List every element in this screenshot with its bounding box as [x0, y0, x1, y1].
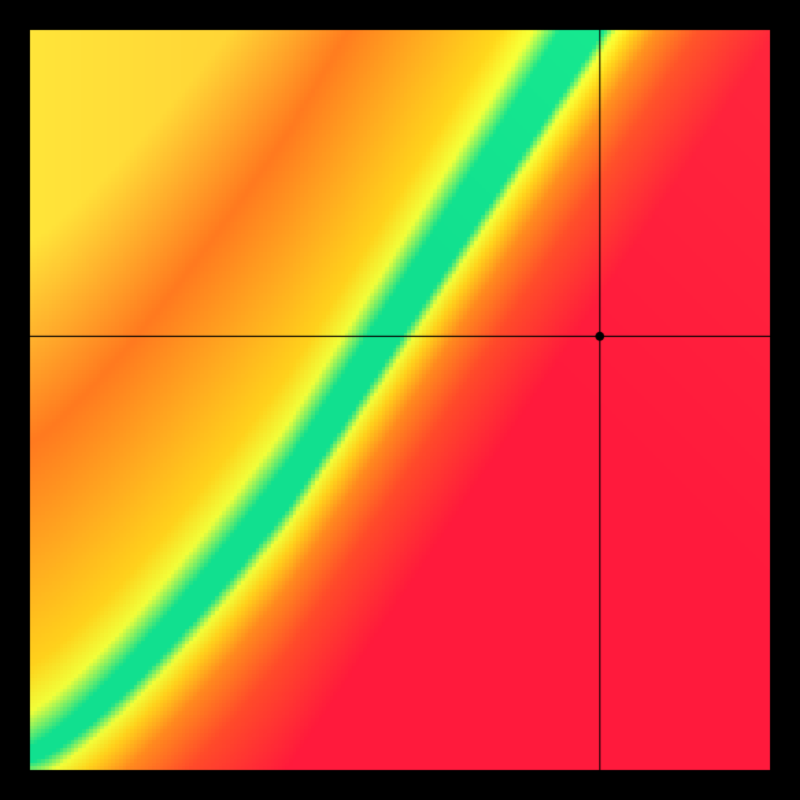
heatmap-plot	[0, 0, 800, 800]
chart-container: TheBottleneck.com	[0, 0, 800, 800]
heatmap-canvas	[0, 0, 800, 800]
